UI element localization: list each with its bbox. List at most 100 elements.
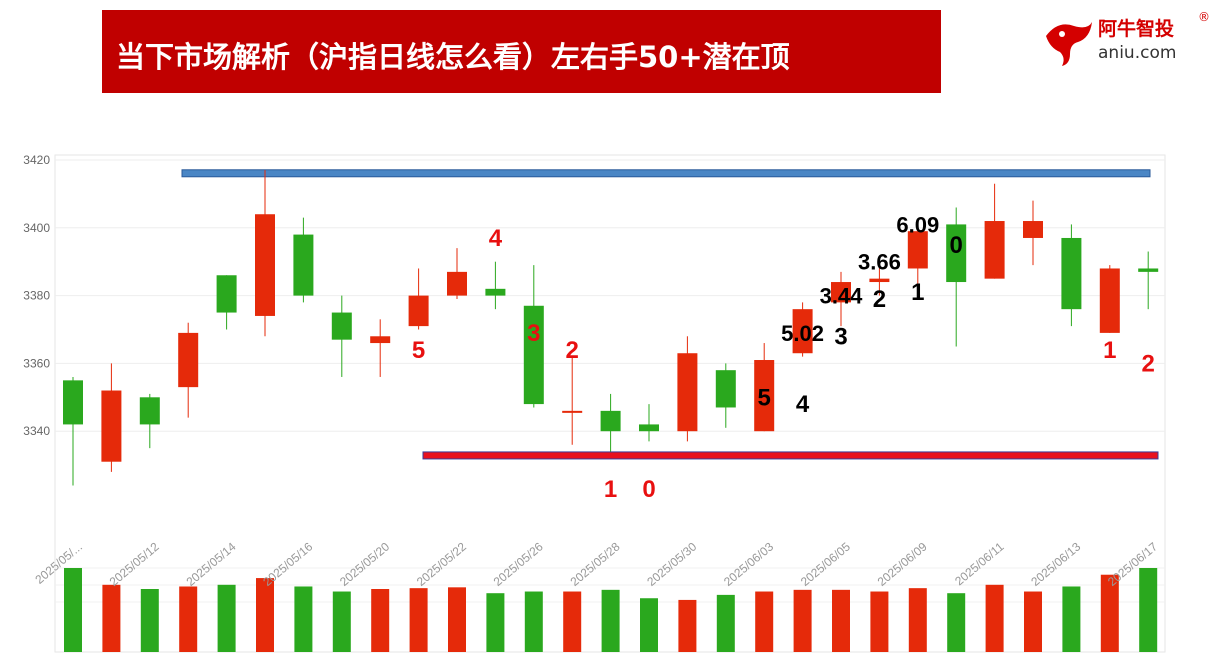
candle-body bbox=[331, 312, 352, 340]
volume-bar bbox=[1024, 591, 1042, 652]
candle-body bbox=[101, 390, 122, 462]
candle-body bbox=[447, 271, 467, 296]
x-tick-label: 2025/05/20 bbox=[337, 539, 392, 589]
support-line bbox=[422, 451, 1159, 460]
candle-body bbox=[831, 282, 851, 303]
x-tick-label: 2025/05/16 bbox=[260, 539, 315, 589]
percent-label: 6.09 bbox=[896, 212, 939, 237]
candle-body bbox=[1061, 237, 1082, 310]
volume-bar bbox=[409, 588, 428, 652]
candle-body bbox=[1099, 268, 1120, 333]
volume-bar bbox=[486, 593, 505, 652]
volume-bars bbox=[64, 568, 1158, 652]
count-label: 2 bbox=[566, 337, 579, 364]
candle-body bbox=[946, 224, 967, 283]
logo-chinese-text: 阿牛智投 bbox=[1098, 18, 1175, 40]
candle-body bbox=[639, 424, 659, 432]
count-label: 4 bbox=[489, 225, 503, 252]
volume-bar bbox=[294, 586, 313, 652]
logo-english-text: aniu.com bbox=[1098, 43, 1177, 63]
x-tick-label: 2025/05/30 bbox=[644, 539, 699, 589]
percent-label: 5.02 bbox=[781, 321, 824, 346]
volume-bar bbox=[678, 599, 697, 652]
volume-bar bbox=[870, 591, 889, 652]
count-label: 4 bbox=[796, 391, 810, 418]
candle-body bbox=[255, 214, 275, 316]
candle-body bbox=[485, 288, 506, 296]
volume-bar bbox=[755, 591, 774, 652]
volume-bar bbox=[640, 598, 658, 652]
volume-bar bbox=[371, 589, 390, 652]
brand-logo: 阿牛智投 ® aniu.com bbox=[1040, 10, 1220, 70]
volume-bar bbox=[908, 588, 927, 652]
candle-body bbox=[523, 305, 544, 405]
candles bbox=[63, 170, 1159, 486]
registered-mark: ® bbox=[1198, 10, 1210, 24]
volume-bar bbox=[601, 589, 620, 652]
count-label: 1 bbox=[911, 279, 924, 306]
x-tick-label: 2025/06/03 bbox=[721, 539, 776, 589]
resistance-line bbox=[181, 169, 1151, 178]
volume-bar bbox=[793, 589, 812, 652]
candle-body bbox=[178, 332, 199, 388]
candle-body bbox=[216, 275, 237, 313]
volume-bar bbox=[1139, 568, 1158, 652]
x-tick-label: 2025/06/09 bbox=[875, 539, 930, 589]
count-label: 3 bbox=[527, 320, 540, 347]
x-tick-label: 2025/05/22 bbox=[414, 539, 469, 589]
volume-bar bbox=[64, 568, 82, 652]
count-label: 5 bbox=[758, 384, 771, 411]
x-axis-labels: 2025/05/... 2025/05/12 2025/05/14 2025/05/1… bbox=[32, 539, 1160, 589]
candle-body bbox=[1023, 221, 1043, 238]
title-banner: 当下市场解析（沪指日线怎么看）左右手50+潜在顶 bbox=[102, 10, 941, 93]
y-axis: 3340 3360 3380 3400 3420 bbox=[23, 153, 50, 438]
candle-body bbox=[792, 309, 813, 354]
x-tick-label: 2025/05/14 bbox=[184, 539, 239, 589]
volume-bar bbox=[332, 591, 351, 652]
candle-body bbox=[63, 380, 83, 425]
y-tick-label: 3400 bbox=[23, 221, 50, 235]
count-label: 0 bbox=[642, 476, 655, 503]
x-tick-label: 2025/05/12 bbox=[107, 539, 162, 589]
percent-label: 3.44 bbox=[820, 284, 864, 309]
x-tick-label: 2025/06/11 bbox=[952, 539, 1007, 588]
y-tick-label: 3360 bbox=[23, 356, 50, 370]
x-tick-label: 2025/06/05 bbox=[798, 539, 853, 589]
count-label: 1 bbox=[604, 476, 617, 503]
candle-body bbox=[1138, 268, 1159, 272]
horizontal-levels bbox=[181, 169, 1159, 460]
volume-bar bbox=[1100, 574, 1119, 652]
candle-body bbox=[907, 231, 928, 269]
volume-bar bbox=[832, 589, 850, 652]
volume-bar bbox=[217, 584, 236, 652]
volume-bar bbox=[256, 578, 274, 652]
volume-bar bbox=[716, 594, 735, 652]
candle-body bbox=[293, 234, 314, 296]
x-tick-label: 2025/05/26 bbox=[491, 539, 546, 589]
count-label: 2 bbox=[873, 286, 886, 313]
bull-logo-icon bbox=[1046, 22, 1092, 66]
count-label: 0 bbox=[950, 232, 963, 259]
page-title: 当下市场解析（沪指日线怎么看）左右手50+潜在顶 bbox=[116, 40, 790, 74]
volume-bar bbox=[563, 591, 582, 652]
candle-body bbox=[715, 370, 736, 408]
volume-bar bbox=[524, 591, 543, 652]
candle-body bbox=[984, 221, 1005, 279]
count-label: 1 bbox=[1103, 337, 1116, 364]
candle-body bbox=[869, 278, 890, 283]
candle-body bbox=[370, 336, 391, 344]
percent-label: 3.66 bbox=[858, 250, 901, 275]
candle-body bbox=[600, 410, 621, 432]
y-tick-label: 3340 bbox=[23, 424, 50, 438]
candle-body bbox=[754, 360, 775, 432]
volume-bar bbox=[140, 589, 159, 652]
x-tick-label: 2025/05/28 bbox=[568, 539, 623, 589]
x-tick-label: 2025/06/13 bbox=[1028, 539, 1083, 589]
volume-bar bbox=[947, 593, 966, 652]
y-tick-label: 3380 bbox=[23, 289, 50, 303]
y-tick-label: 3420 bbox=[23, 153, 50, 167]
count-label: 3 bbox=[834, 323, 847, 350]
candle-body bbox=[562, 410, 583, 413]
